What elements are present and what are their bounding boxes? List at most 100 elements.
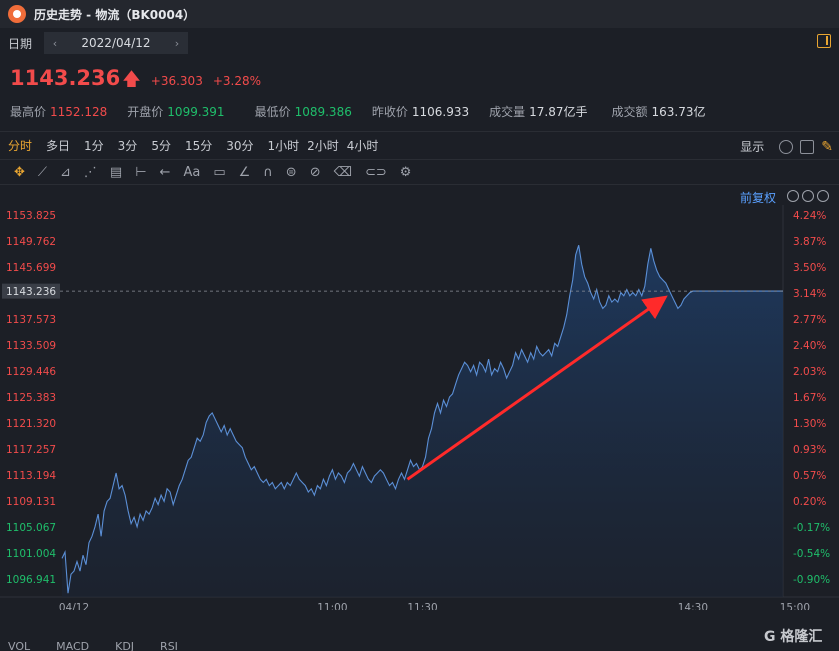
y-left-tick-label: 1105.067	[6, 522, 56, 534]
y-left-tick-label: 1101.004	[6, 548, 56, 560]
channel-tool-icon[interactable]: ⊿	[60, 164, 71, 180]
tab-period-1[interactable]: 多日	[46, 139, 71, 153]
current-price: 1143.236	[10, 66, 121, 90]
x-tick-label: 14:30	[678, 602, 708, 610]
chart-tools: 显示 ✎	[740, 138, 833, 155]
stat-open: 开盘价 1099.391	[127, 105, 225, 119]
y-left-tick-label: 1145.699	[6, 262, 56, 274]
y-right-tick-label: 3.14%	[793, 288, 826, 300]
comment-tool-icon[interactable]: ▭	[213, 164, 226, 180]
range-tool-icon[interactable]: ⊢	[135, 164, 147, 180]
tab-period-9[interactable]: 4小时	[346, 139, 379, 153]
crosshair-move-icon[interactable]: ✥	[14, 164, 25, 180]
side-panel-icon[interactable]	[817, 34, 831, 48]
x-tick-label: 04/12	[59, 602, 89, 610]
prev-date-button[interactable]: ‹	[52, 36, 58, 50]
y-left-tick-label: 1117.257	[6, 444, 56, 456]
title-bar: 历史走势 - 物流（BK0004）	[0, 0, 839, 28]
zoom-out-icon[interactable]	[802, 190, 814, 202]
y-left-tick-label: 1109.131	[6, 496, 56, 508]
next-date-button[interactable]: ›	[174, 36, 180, 50]
tab-period-2[interactable]: 1分	[84, 139, 104, 153]
y-left-tick-label: 1121.320	[6, 418, 56, 430]
y-right-tick-label: 2.40%	[793, 340, 826, 352]
tab-indicator-2[interactable]: KDJ	[115, 640, 135, 651]
tab-indicator-3[interactable]: RSI	[160, 640, 178, 651]
ruler-icon[interactable]: ∠	[238, 164, 251, 180]
line-tool-icon[interactable]: ⟋	[37, 164, 48, 180]
adjust-mode-button[interactable]: 前复权	[740, 191, 777, 205]
fib-tool-icon[interactable]: ▤	[109, 164, 123, 180]
x-tick-label: 11:30	[407, 602, 437, 610]
settings-icon[interactable]	[779, 139, 794, 154]
y-right-tick-label: 3.50%	[793, 262, 826, 274]
price-area	[62, 245, 783, 597]
app-logo-icon	[8, 5, 26, 23]
tab-period-4[interactable]: 5分	[151, 139, 171, 153]
tab-period-5[interactable]: 15分	[184, 139, 213, 153]
chart-settings-icon[interactable]: ⚙	[399, 164, 412, 180]
y-left-tick-label: 1149.762	[6, 236, 56, 248]
trash-icon[interactable]: ⌫	[333, 164, 352, 180]
price-row: 1143.236 🡅 +36.303 +3.28%	[10, 66, 261, 97]
tab-period-6[interactable]: 30分	[226, 139, 254, 153]
lock-icon[interactable]: ⊜	[285, 164, 297, 180]
y-right-tick-label: 0.20%	[793, 496, 826, 508]
wave-tool-icon[interactable]: ⋰	[83, 164, 97, 180]
zoom-controls	[787, 190, 832, 202]
tab-period-3[interactable]: 3分	[117, 139, 138, 153]
quote-stats: 最高价 1152.128 开盘价 1099.391 最低价 1089.386 昨收价 1…	[10, 103, 726, 120]
display-dropdown[interactable]: 显示	[740, 140, 765, 154]
reset-icon[interactable]	[787, 190, 799, 202]
watermark-logo: G 格隆汇	[764, 629, 823, 645]
up-arrow-icon: 🡅	[122, 69, 141, 90]
y-left-tick-label: 1096.941	[6, 574, 56, 586]
zoom-in-icon[interactable]	[817, 190, 829, 202]
date-value[interactable]: 2022/04/12	[81, 36, 151, 50]
y-right-tick-label: 1.30%	[793, 418, 826, 430]
stat-high: 最高价 1152.128	[10, 105, 108, 119]
indicator-tabs: VOL MACD KDJ RSI	[8, 640, 204, 651]
y-right-tick-label: -0.54%	[793, 548, 830, 560]
camera-icon[interactable]	[800, 139, 815, 154]
magnet-icon[interactable]: ∩	[263, 164, 273, 180]
y-right-tick-label: 0.93%	[793, 444, 826, 456]
y-left-tick-label: 1153.825	[6, 210, 56, 222]
y-left-tick-label: 1129.446	[6, 366, 56, 378]
tab-period-7[interactable]: 1小时	[267, 139, 300, 153]
arrow-tool-icon[interactable]: ←	[159, 164, 171, 180]
y-right-tick-label: 2.77%	[793, 314, 826, 326]
tab-indicator-0[interactable]: VOL	[8, 640, 31, 651]
period-bar: 分时 多日 1分 3分 5分 15分 30分 1小时 2小时 4小时 显示 ✎	[0, 131, 839, 159]
x-tick-label: 11:00	[317, 602, 347, 610]
y-right-tick-label: -0.90%	[793, 574, 830, 586]
y-left-tick-label: 1133.509	[6, 340, 56, 352]
stat-amount: 成交额 163.73亿	[611, 105, 706, 119]
stat-prev-close: 昨收价 1106.933	[371, 105, 470, 119]
y-right-tick-label: 1.67%	[793, 392, 826, 404]
link-icon[interactable]: ⊂⊃	[364, 164, 387, 180]
x-tick-label: 15:00	[780, 602, 810, 610]
annotation-arrow	[406, 295, 668, 481]
current-price-tag: 1143.236	[2, 283, 60, 299]
hide-icon[interactable]: ⊘	[309, 164, 321, 180]
intraday-chart[interactable]: 1153.8251149.7621145.6991141.6361137.573…	[0, 205, 839, 610]
price-change: +36.303	[150, 74, 203, 88]
date-picker[interactable]: ‹ 2022/04/12 ›	[44, 32, 188, 54]
tab-period-0[interactable]: 分时	[8, 139, 33, 153]
stat-volume: 成交量 17.87亿手	[489, 105, 588, 119]
drawing-toolbar: ✥ ⟋ ⊿ ⋰ ▤ ⊢ ← Aa ▭ ∠ ∩ ⊜ ⊘ ⌫ ⊂⊃ ⚙	[0, 159, 839, 185]
y-right-tick-label: 2.03%	[793, 366, 826, 378]
tab-period-8[interactable]: 2小时	[307, 139, 339, 153]
y-right-tick-label: 0.57%	[793, 470, 826, 482]
text-tool-icon[interactable]: Aa	[183, 164, 201, 180]
date-label: 日期	[8, 36, 33, 51]
y-left-tick-label: 1113.194	[6, 470, 56, 482]
y-left-tick-label: 1137.573	[6, 314, 56, 326]
pencil-icon[interactable]: ✎	[821, 138, 833, 155]
y-right-tick-label: 4.24%	[793, 210, 826, 222]
y-right-tick-label: 3.87%	[793, 236, 826, 248]
tab-indicator-1[interactable]: MACD	[56, 640, 90, 651]
y-left-tick-label: 1125.383	[6, 392, 56, 404]
y-right-tick-label: -0.17%	[793, 522, 830, 534]
